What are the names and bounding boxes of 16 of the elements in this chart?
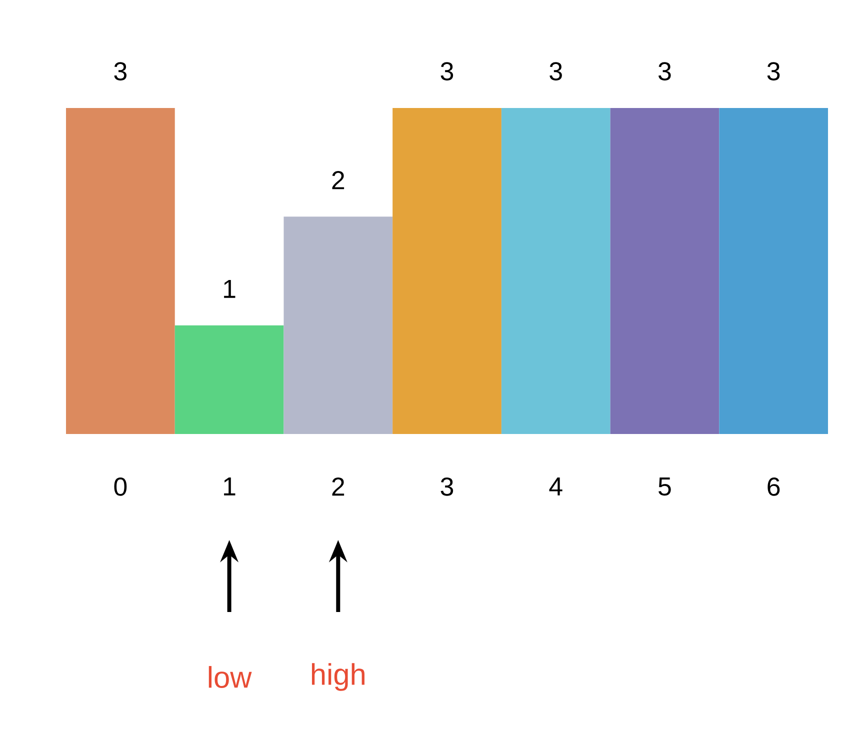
x-tick-label: 5 <box>658 478 671 496</box>
data-label: 3 <box>114 62 126 80</box>
x-tick-label: 0 <box>114 478 127 496</box>
x-tick-label: 3 <box>440 478 454 496</box>
data-label: 1 <box>224 280 236 298</box>
x-tick-label: 4 <box>549 478 562 496</box>
data-label: 3 <box>658 62 671 80</box>
x-tick-label: 2 <box>332 478 344 496</box>
x-tick-label: 1 <box>224 478 236 496</box>
data-label: 2 <box>332 171 344 190</box>
data-label: 3 <box>767 62 780 80</box>
data-label: 3 <box>440 62 454 80</box>
text: low <box>208 666 252 688</box>
text: high <box>312 663 364 691</box>
x-tick-label: 6 <box>768 478 780 496</box>
data-label: 3 <box>550 62 562 80</box>
